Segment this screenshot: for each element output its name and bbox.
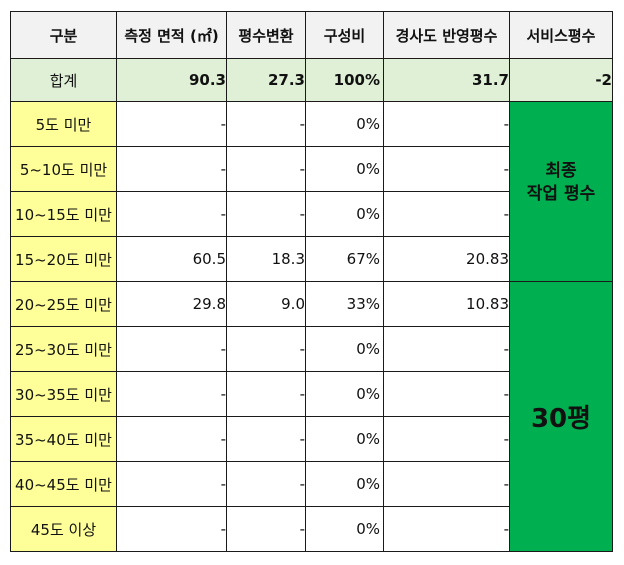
header-pyeong-conversion[interactable]: 평수변환: [226, 11, 306, 59]
final-note-line1: 최종: [545, 160, 577, 181]
header-category[interactable]: 구분: [10, 11, 117, 59]
header-slope-pyeong[interactable]: 경사도 반영평수: [383, 11, 510, 59]
total-pyeong-note[interactable]: 30평: [509, 281, 613, 552]
total-ratio[interactable]: 100%: [305, 58, 384, 102]
final-work-pyeong-note[interactable]: 최종 작업 평수: [509, 101, 613, 282]
row-pyeong[interactable]: -: [226, 191, 306, 237]
row-ratio[interactable]: 0%: [305, 146, 384, 192]
row-label[interactable]: 45도 이상: [10, 506, 117, 552]
row-area[interactable]: -: [116, 371, 227, 417]
row-area[interactable]: -: [116, 506, 227, 552]
row-label[interactable]: 15~20도 미만: [10, 236, 117, 282]
row-label[interactable]: 5도 미만: [10, 101, 117, 147]
row-ratio[interactable]: 0%: [305, 416, 384, 462]
row-pyeong[interactable]: -: [226, 371, 306, 417]
table-row: 35~40도 미만 - - 0% -: [10, 416, 613, 462]
total-row: 합계 90.3 27.3 100% 31.7 -2: [10, 58, 613, 102]
row-slope-pyeong[interactable]: 10.83: [383, 281, 510, 327]
total-area[interactable]: 90.3: [116, 58, 227, 102]
row-label[interactable]: 40~45도 미만: [10, 461, 117, 507]
row-pyeong[interactable]: -: [226, 146, 306, 192]
total-pyeong[interactable]: 27.3: [226, 58, 306, 102]
row-area[interactable]: -: [116, 146, 227, 192]
table-row: 5도 미만 - - 0% - 최종 작업 평수: [10, 101, 613, 282]
row-ratio[interactable]: 0%: [305, 191, 384, 237]
row-label[interactable]: 20~25도 미만: [10, 281, 117, 327]
table-row: 5~10도 미만 - - 0% -: [10, 146, 613, 192]
row-slope-pyeong[interactable]: -: [383, 506, 510, 552]
row-pyeong[interactable]: -: [226, 101, 306, 147]
row-slope-pyeong[interactable]: -: [383, 416, 510, 462]
total-label[interactable]: 합계: [10, 58, 117, 102]
table-row: 20~25도 미만 29.8 9.0 33% 10.83 30평: [10, 281, 613, 552]
row-area[interactable]: 60.5: [116, 236, 227, 282]
row-slope-pyeong[interactable]: -: [383, 326, 510, 372]
row-slope-pyeong[interactable]: -: [383, 191, 510, 237]
row-ratio[interactable]: 0%: [305, 371, 384, 417]
row-pyeong[interactable]: -: [226, 326, 306, 372]
row-ratio[interactable]: 33%: [305, 281, 384, 327]
row-label[interactable]: 25~30도 미만: [10, 326, 117, 372]
row-slope-pyeong[interactable]: -: [383, 146, 510, 192]
slope-area-table: 구분 측정 면적 (㎡) 평수변환 구성비 경사도 반영평수 서비스평수 합계 …: [10, 11, 613, 552]
row-slope-pyeong[interactable]: -: [383, 371, 510, 417]
row-ratio[interactable]: 0%: [305, 506, 384, 552]
total-service[interactable]: -2: [509, 58, 613, 102]
header-composition-ratio[interactable]: 구성비: [305, 11, 384, 59]
header-measured-area[interactable]: 측정 면적 (㎡): [116, 11, 227, 59]
row-slope-pyeong[interactable]: -: [383, 101, 510, 147]
table-row: 45도 이상 - - 0% -: [10, 506, 613, 552]
table-row: 15~20도 미만 60.5 18.3 67% 20.83: [10, 236, 613, 282]
total-slope-pyeong[interactable]: 31.7: [383, 58, 510, 102]
row-ratio[interactable]: 0%: [305, 461, 384, 507]
row-label[interactable]: 35~40도 미만: [10, 416, 117, 462]
row-pyeong[interactable]: -: [226, 461, 306, 507]
row-label[interactable]: 5~10도 미만: [10, 146, 117, 192]
row-area[interactable]: -: [116, 416, 227, 462]
row-ratio[interactable]: 0%: [305, 101, 384, 147]
row-pyeong[interactable]: 18.3: [226, 236, 306, 282]
header-service-pyeong[interactable]: 서비스평수: [509, 11, 613, 59]
row-pyeong[interactable]: 9.0: [226, 281, 306, 327]
row-label[interactable]: 10~15도 미만: [10, 191, 117, 237]
table-row: 40~45도 미만 - - 0% -: [10, 461, 613, 507]
table-row: 30~35도 미만 - - 0% -: [10, 371, 613, 417]
row-area[interactable]: 29.8: [116, 281, 227, 327]
header-row: 구분 측정 면적 (㎡) 평수변환 구성비 경사도 반영평수 서비스평수: [10, 11, 613, 59]
row-slope-pyeong[interactable]: -: [383, 461, 510, 507]
row-pyeong[interactable]: -: [226, 506, 306, 552]
row-ratio[interactable]: 67%: [305, 236, 384, 282]
row-ratio[interactable]: 0%: [305, 326, 384, 372]
row-pyeong[interactable]: -: [226, 416, 306, 462]
final-note-line2: 작업 평수: [526, 183, 596, 204]
row-slope-pyeong[interactable]: 20.83: [383, 236, 510, 282]
row-area[interactable]: -: [116, 101, 227, 147]
row-label[interactable]: 30~35도 미만: [10, 371, 117, 417]
row-area[interactable]: -: [116, 326, 227, 372]
row-area[interactable]: -: [116, 191, 227, 237]
row-area[interactable]: -: [116, 461, 227, 507]
